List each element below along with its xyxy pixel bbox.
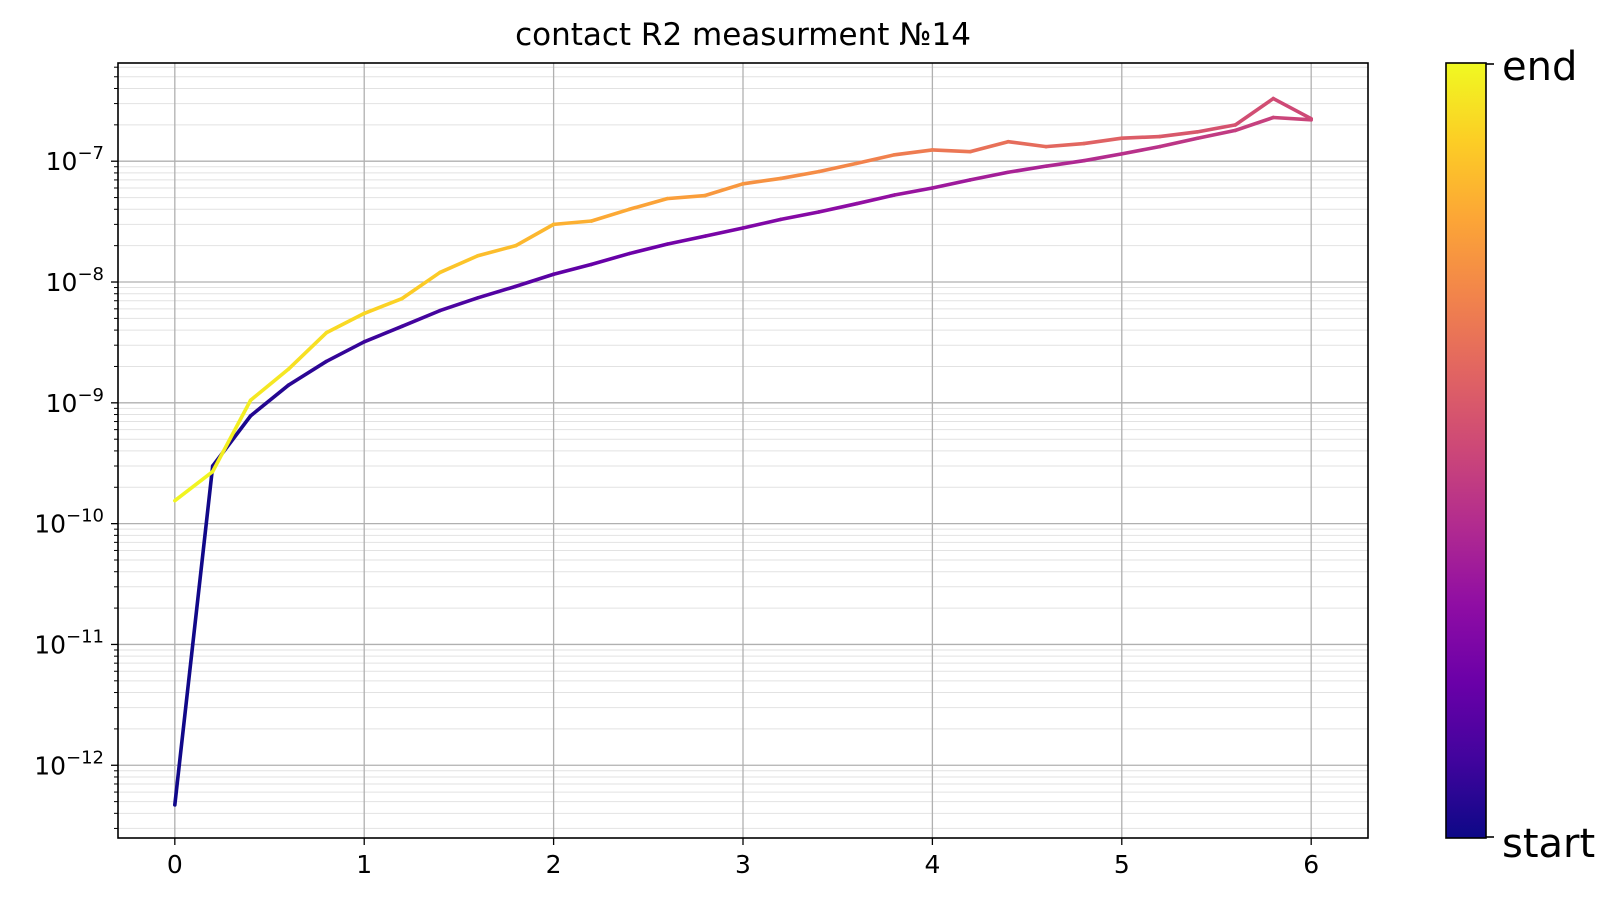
- series-2-segment: [513, 222, 556, 248]
- series-1-segment: [703, 226, 745, 238]
- series-2-segment: [1044, 141, 1086, 149]
- series-2-segment: [551, 219, 594, 227]
- series-layer: [173, 96, 1313, 807]
- series-2-segment: [248, 367, 291, 403]
- x-tick-label: 3: [735, 850, 751, 879]
- series-1-segment: [513, 272, 556, 289]
- series-1-segment: [476, 284, 518, 300]
- series-2-segment: [1271, 96, 1313, 121]
- series-2-segment: [476, 243, 518, 258]
- series-2-segment: [854, 152, 897, 166]
- series-2-segment: [286, 330, 329, 371]
- series-2: [173, 96, 1313, 503]
- series-2-segment: [324, 311, 367, 335]
- series-1-segment: [286, 359, 329, 387]
- series-2-segment: [741, 176, 783, 186]
- y-tick-label: 10−8: [46, 264, 104, 297]
- series-1-segment: [248, 383, 291, 418]
- series-1-segment: [627, 242, 670, 256]
- colorbar-label-end: end: [1502, 44, 1577, 90]
- series-1-segment: [551, 262, 594, 277]
- series-1-segment: [1157, 136, 1200, 149]
- series-2-segment: [930, 148, 973, 154]
- x-tick-label: 0: [167, 850, 183, 879]
- series-1-segment: [968, 170, 1010, 182]
- series-2-segment: [816, 161, 859, 174]
- series-1-segment: [438, 296, 480, 313]
- x-axis: 0 1 2 3 4 5 6: [167, 838, 1319, 879]
- series-2-segment: [968, 139, 1010, 154]
- series-2-segment: [1119, 134, 1162, 141]
- series-2-segment: [589, 207, 632, 223]
- series-1-segment: [1044, 158, 1086, 168]
- series-1-segment: [892, 186, 935, 197]
- chart-title: contact R2 measurment №14: [515, 17, 971, 53]
- y-tick-label: 10−11: [34, 626, 104, 659]
- series-2-segment: [1006, 139, 1048, 149]
- colorbar-label-start: start: [1502, 821, 1595, 867]
- colorbar: end start: [1445, 44, 1595, 867]
- series-2-segment: [779, 169, 821, 181]
- series-2-segment: [1082, 136, 1124, 146]
- y-tick-label: 10−9: [46, 385, 104, 418]
- series-1-segment: [854, 193, 897, 206]
- colorbar-gradient: [1445, 62, 1487, 839]
- series-1-segment: [779, 210, 821, 222]
- series-2-segment: [1233, 96, 1276, 127]
- x-tick-label: 5: [1114, 850, 1130, 879]
- series-2-segment: [627, 196, 670, 212]
- x-tick-label: 4: [924, 850, 940, 879]
- series-1-segment: [400, 308, 442, 329]
- y-tick-label: 10−12: [34, 747, 104, 780]
- y-axis: 10−12 10−11 10−10 10−9 10−8 10−7: [34, 66, 118, 829]
- series-1-segment: [665, 234, 707, 246]
- x-tick-label: 1: [356, 850, 372, 879]
- series-2-segment: [1195, 123, 1238, 134]
- series-2-segment: [703, 182, 745, 198]
- series-2-segment: [438, 253, 480, 275]
- series-1-segment: [362, 324, 404, 344]
- series-1-segment: [741, 217, 783, 230]
- series-1-segment: [1082, 152, 1124, 163]
- x-tick-label: 2: [546, 850, 562, 879]
- series-1-segment: [173, 464, 215, 807]
- series-1-segment: [324, 340, 367, 364]
- series-1-segment: [816, 201, 859, 214]
- series-2-segment: [210, 398, 253, 474]
- series-1-segment: [1119, 144, 1162, 156]
- series-1-segment: [589, 251, 632, 267]
- series-1-segment: [1233, 115, 1276, 133]
- series-2-segment: [362, 296, 404, 316]
- series-1-segment: [1271, 115, 1313, 122]
- series-1-segment: [1195, 128, 1238, 141]
- y-tick-label: 10−7: [46, 143, 104, 176]
- major-grid: [118, 63, 1368, 838]
- series-2-segment: [665, 193, 707, 201]
- series-2-segment: [400, 270, 442, 301]
- y-tick-label: 10−10: [34, 506, 104, 539]
- series-1-segment: [930, 178, 973, 190]
- series-1-segment: [1006, 164, 1048, 175]
- series-2-segment: [892, 148, 935, 157]
- series-1: [173, 115, 1313, 807]
- x-tick-label: 6: [1303, 850, 1319, 879]
- series-2-segment: [1157, 130, 1200, 139]
- series-2-segment: [173, 469, 215, 503]
